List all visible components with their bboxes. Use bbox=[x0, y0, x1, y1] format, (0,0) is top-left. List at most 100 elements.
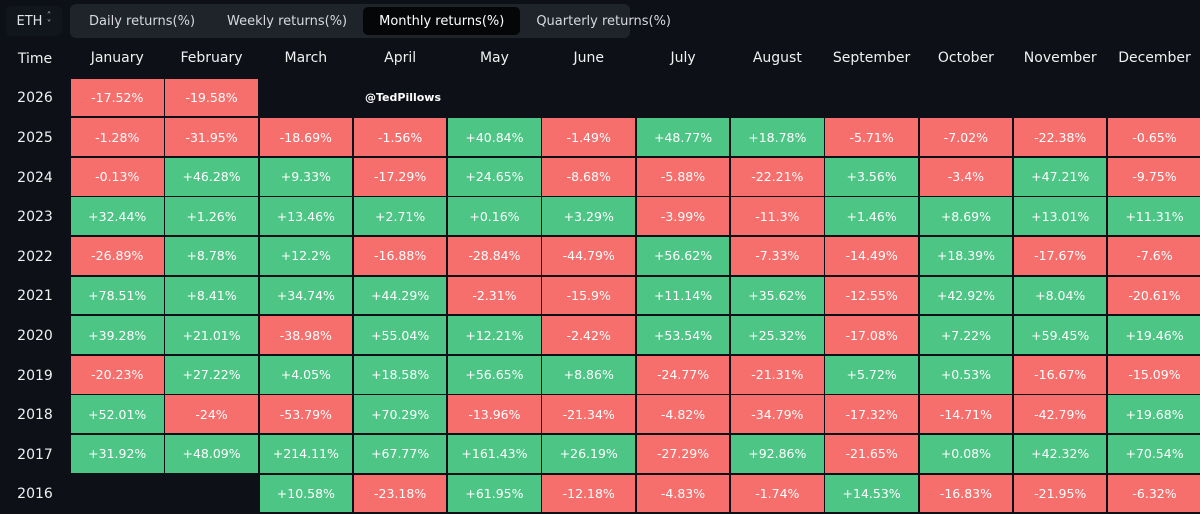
return-cell: -11.3% bbox=[731, 197, 824, 236]
return-cell: -21.34% bbox=[542, 395, 635, 434]
return-cell: -23.18% bbox=[353, 474, 447, 513]
return-cell: +19.46% bbox=[1108, 316, 1200, 354]
row-year: 2023 bbox=[17, 209, 53, 226]
return-cell: +8.69% bbox=[919, 197, 1013, 236]
return-cell: +0.08% bbox=[919, 434, 1013, 473]
return-cell: -2.42% bbox=[542, 316, 635, 354]
return-cell: -8.68% bbox=[542, 157, 635, 196]
return-cell: -17.67% bbox=[1013, 236, 1107, 275]
return-cell: -2.31% bbox=[448, 276, 541, 315]
column-header-october: October bbox=[937, 49, 994, 66]
return-cell: -15.09% bbox=[1108, 355, 1200, 394]
tab-daily-returns[interactable]: Daily returns(%) bbox=[89, 13, 196, 29]
column-header-time: Time bbox=[17, 50, 53, 67]
table-header-row: Time January February March April May June July… bbox=[0, 39, 1200, 79]
return-cell: +11.14% bbox=[636, 276, 730, 315]
asset-selector-value: ETH bbox=[16, 13, 43, 29]
row-year: 2022 bbox=[17, 248, 53, 265]
empty-cell bbox=[448, 79, 541, 117]
return-cell: +70.29% bbox=[353, 395, 447, 434]
return-cell: -21.95% bbox=[1013, 474, 1107, 513]
table-row: 2021 +78.51% +8.41% +34.74% +44.29% -2.31% -15… bbox=[0, 276, 1200, 317]
top-bar: ETH ˄ ˅ Daily returns(%) Weekly returns(%… bbox=[0, 0, 1200, 40]
empty-cell bbox=[1108, 79, 1200, 117]
return-cell: +26.19% bbox=[542, 434, 635, 473]
return-cell: -15.9% bbox=[542, 276, 635, 315]
return-cell: +1.46% bbox=[825, 197, 918, 236]
return-cell: +48.77% bbox=[636, 118, 730, 156]
table-row: 2022 -26.89% +8.78% +12.2% -16.88% -28.84% -44… bbox=[0, 236, 1200, 277]
return-cell: +44.29% bbox=[353, 276, 447, 315]
monthly-returns-table: Time January February March April May June July… bbox=[0, 39, 1200, 514]
return-cell: +12.21% bbox=[448, 316, 541, 354]
column-header-march: March bbox=[284, 49, 328, 66]
return-cell: +13.46% bbox=[259, 197, 353, 236]
return-cell: -7.6% bbox=[1108, 236, 1200, 275]
tab-weekly-returns[interactable]: Weekly returns(%) bbox=[227, 13, 348, 29]
return-cell: -18.69% bbox=[259, 118, 353, 156]
return-cell: -14.49% bbox=[825, 236, 918, 275]
return-cell: +7.22% bbox=[919, 316, 1013, 354]
return-cell: -14.71% bbox=[919, 395, 1013, 434]
return-cell: -20.23% bbox=[71, 355, 164, 394]
return-cell: -6.32% bbox=[1108, 474, 1200, 513]
return-cell: +56.65% bbox=[448, 355, 541, 394]
return-cell: +42.32% bbox=[1013, 434, 1107, 473]
return-cell: -20.61% bbox=[1108, 276, 1200, 315]
row-year: 2025 bbox=[17, 129, 53, 146]
return-cell: +46.28% bbox=[165, 157, 258, 196]
return-cell: +32.44% bbox=[71, 197, 164, 236]
return-cell: +161.43% bbox=[448, 434, 541, 473]
empty-cell bbox=[71, 475, 164, 513]
empty-cell bbox=[637, 79, 730, 117]
column-header-november: November bbox=[1023, 49, 1097, 66]
return-cell: +19.68% bbox=[1108, 395, 1200, 434]
empty-cell bbox=[165, 475, 258, 513]
return-cell: -27.29% bbox=[636, 434, 730, 473]
return-cell: +56.62% bbox=[636, 236, 730, 275]
return-cell: +61.95% bbox=[448, 474, 541, 513]
return-cell: -22.38% bbox=[1013, 118, 1107, 156]
column-header-april: April bbox=[384, 49, 417, 66]
return-cell: -38.98% bbox=[259, 316, 353, 354]
return-cell: -16.83% bbox=[919, 474, 1013, 513]
return-cell: -21.65% bbox=[825, 434, 918, 473]
return-cell: +0.53% bbox=[919, 355, 1013, 394]
table-row: 2018 +52.01% -24% -53.79% +70.29% -13.96% -21.… bbox=[0, 395, 1200, 435]
return-cell: +31.92% bbox=[71, 434, 164, 473]
tab-quarterly-returns[interactable]: Quarterly returns(%) bbox=[536, 13, 672, 29]
return-cell: +34.74% bbox=[259, 276, 353, 315]
return-cell: +39.28% bbox=[71, 316, 164, 354]
return-cell: +48.09% bbox=[165, 434, 258, 473]
return-cell: +35.62% bbox=[731, 276, 824, 315]
return-cell: -4.83% bbox=[636, 474, 730, 513]
tab-monthly-returns[interactable]: Monthly returns(%) bbox=[363, 7, 521, 35]
return-cell: -17.52% bbox=[71, 78, 164, 117]
row-year: 2021 bbox=[17, 288, 53, 305]
asset-selector[interactable]: ETH ˄ ˅ bbox=[6, 6, 62, 36]
column-header-january: January bbox=[90, 49, 144, 66]
return-cell: +3.56% bbox=[825, 157, 918, 196]
return-cell: -16.88% bbox=[353, 236, 447, 275]
table-row: 2024 -0.13% +46.28% +9.33% -17.29% +24.65% -8.… bbox=[0, 157, 1200, 198]
return-cell: +42.92% bbox=[919, 276, 1013, 315]
return-cell: -12.55% bbox=[825, 276, 918, 315]
return-cell: -24% bbox=[165, 395, 258, 434]
return-cell: +8.86% bbox=[542, 355, 635, 394]
column-header-september: September bbox=[832, 49, 911, 66]
return-cell: +24.65% bbox=[448, 157, 541, 196]
return-cell: +8.04% bbox=[1013, 276, 1107, 315]
table-row: 2017 +31.92% +48.09% +214.11% +67.77% +161.43… bbox=[0, 434, 1200, 475]
return-cell: +21.01% bbox=[165, 316, 258, 354]
return-cell: +5.72% bbox=[825, 355, 918, 394]
return-cell: +8.78% bbox=[165, 236, 258, 275]
return-cell: -16.67% bbox=[1013, 355, 1107, 394]
return-cell: +10.58% bbox=[259, 474, 353, 513]
return-cell: -22.21% bbox=[731, 157, 824, 196]
return-cell: +12.2% bbox=[259, 236, 353, 275]
chevron-updown-icon: ˄ ˅ bbox=[46, 11, 52, 30]
return-cell: +47.21% bbox=[1013, 157, 1107, 196]
row-year: 2024 bbox=[17, 169, 53, 186]
empty-cell bbox=[542, 79, 635, 117]
empty-cell bbox=[825, 79, 918, 117]
